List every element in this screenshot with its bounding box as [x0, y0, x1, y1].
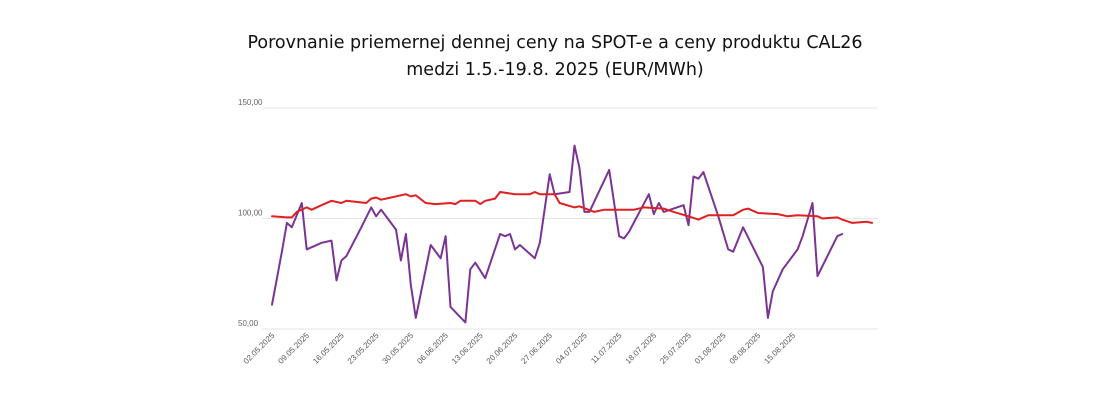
x-tick-label: 20.06.2025 — [485, 331, 520, 366]
x-tick-label: 11.07.2025 — [589, 331, 624, 366]
chart-title: Porovnanie priemernej dennej ceny na SPO… — [0, 30, 1110, 84]
y-tick-label: 50,00 — [238, 319, 259, 328]
series-lines — [271, 144, 873, 324]
x-tick-label: 04.07.2025 — [554, 331, 589, 366]
y-tick-label: 150,00 — [238, 98, 263, 107]
chart-title-line-2: medzi 1.5.-19.8. 2025 (EUR/MWh) — [406, 60, 704, 80]
x-tick-label: 02.05.2025 — [242, 331, 277, 366]
x-tick-label: 08.08.2025 — [728, 331, 763, 366]
x-tick-label: 09.05.2025 — [276, 331, 311, 366]
spot-price-line — [271, 144, 844, 324]
x-tick-label: 25.07.2025 — [658, 331, 693, 366]
x-tick-label: 16.05.2025 — [311, 331, 346, 366]
x-tick-label: 23.05.2025 — [346, 331, 381, 366]
x-tick-label: 30.05.2025 — [381, 331, 416, 366]
y-axis: 150,00 100,00 50,00 — [238, 98, 263, 328]
x-tick-label: 27.06.2025 — [519, 331, 554, 366]
cal26-price-line — [271, 191, 873, 224]
y-tick-label: 100,00 — [238, 209, 263, 218]
chart-title-line-1: Porovnanie priemernej dennej ceny na SPO… — [247, 33, 863, 53]
x-tick-label: 01.08.2025 — [693, 331, 728, 366]
x-tick-label: 15.08.2025 — [762, 331, 797, 366]
x-tick-label: 13.06.2025 — [450, 331, 485, 366]
x-tick-label: 06.06.2025 — [415, 331, 450, 366]
x-tick-label: 18.07.2025 — [624, 331, 659, 366]
x-axis: 02.05.2025 09.05.2025 16.05.2025 23.05.2025… — [242, 331, 798, 366]
grid-lines — [262, 107, 878, 330]
